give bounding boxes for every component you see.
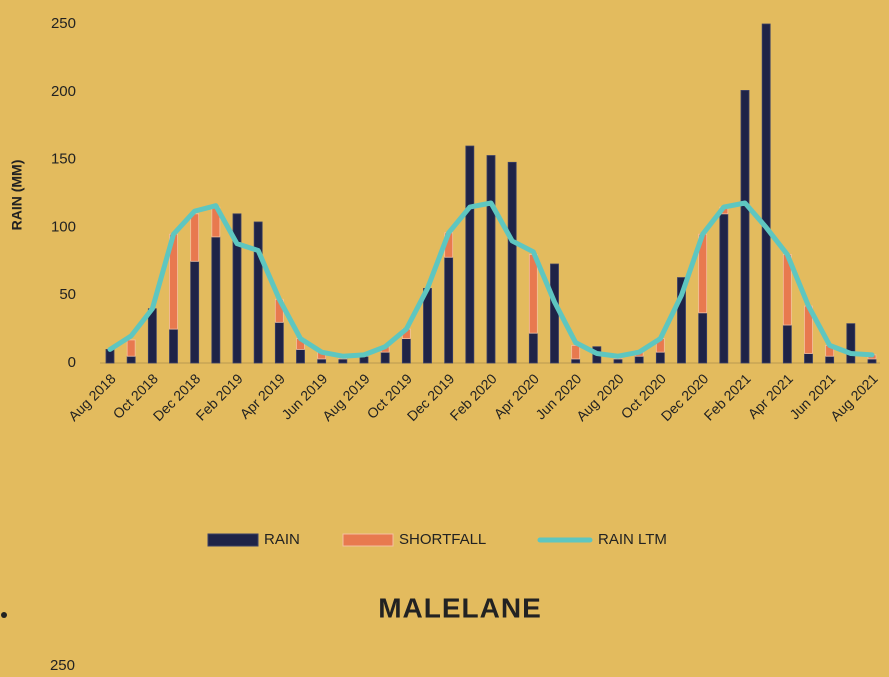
legend-label: RAIN LTM (598, 531, 667, 548)
rain-bar (613, 358, 623, 364)
rain-bar (804, 353, 813, 364)
rain-bar (571, 358, 581, 364)
rain-bar (655, 351, 665, 364)
legend-label: RAIN (264, 531, 300, 548)
y-tick-label: 250 (51, 15, 76, 32)
y-axis-label: RAIN (MM) (9, 160, 25, 231)
legend-swatch (342, 533, 394, 547)
rain-bar (274, 321, 284, 364)
y-tick-label: 50 (59, 286, 76, 303)
rain-bar (380, 351, 390, 364)
rain-bar (317, 358, 327, 364)
y-tick-label: 150 (51, 151, 76, 168)
ltm-line (107, 200, 875, 359)
shortfall-bar (571, 344, 581, 360)
rain-bar (825, 355, 835, 364)
rain-bar (634, 355, 644, 364)
legend-swatch (207, 533, 259, 547)
rain-bar (190, 260, 200, 364)
shortfall-bar (528, 254, 538, 334)
rain-bar (698, 312, 708, 364)
legend-label: SHORTFALL (399, 531, 486, 548)
rain-bar (338, 358, 348, 364)
next-chart-tick: 250 (50, 657, 75, 674)
rain-bar (507, 161, 517, 364)
bullet (1, 612, 7, 618)
rain-bar (211, 236, 221, 364)
rain-bar (761, 23, 771, 364)
rain-bar (719, 213, 729, 364)
rain-bar (444, 256, 454, 364)
y-tick-label: 100 (51, 218, 76, 235)
rain-bar (677, 277, 686, 364)
y-tick-label: 0 (68, 354, 76, 371)
rain-bar (782, 324, 792, 364)
rain-bar (740, 90, 750, 364)
rain-bar (126, 355, 136, 364)
rain-bar (528, 332, 538, 364)
rain-bar (296, 349, 305, 364)
rain-bar (423, 288, 432, 364)
rain-bar (401, 338, 411, 364)
rain-bar (253, 221, 263, 364)
rain-bar (846, 323, 856, 364)
rain-bar (550, 263, 559, 364)
shortfall-bar (190, 213, 200, 262)
rain-bar (486, 155, 496, 364)
rain-bar (232, 213, 242, 364)
next-chart-title: MALELANE (378, 592, 542, 623)
rain-bar (465, 145, 475, 364)
rain-bar (147, 308, 157, 364)
y-tick-label: 200 (51, 83, 76, 100)
rain-bar (867, 358, 877, 364)
shortfall-bar (126, 339, 136, 357)
rain-bar (169, 328, 178, 364)
